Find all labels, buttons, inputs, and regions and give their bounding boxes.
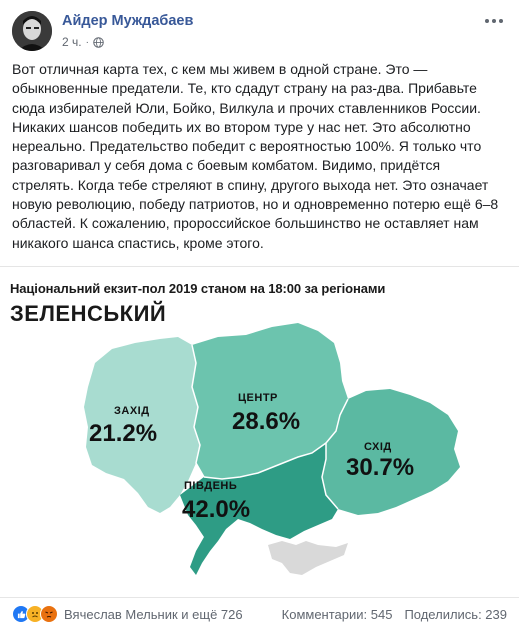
infographic-title: Національний екзит-пол 2019 станом на 18… [10, 281, 386, 296]
avatar[interactable] [12, 11, 52, 51]
label-south-name: ПІВДЕНЬ [184, 480, 237, 492]
engagement-counts: Комментарии: 545 Поделились: 239 [282, 607, 507, 622]
post-time[interactable]: 2 ч. [62, 35, 82, 49]
post-text-line: никакого шанса спастись, кроме этого. [12, 234, 264, 251]
label-west-name: ЗАХІД [114, 405, 150, 417]
avatar-image [12, 11, 52, 51]
more-horizontal-icon [485, 19, 489, 23]
label-centre-value: 28.6% [232, 408, 300, 435]
region-west [84, 337, 200, 513]
post-text-line: сюда избирателей Юли, Бойко, Вилкула и п… [12, 99, 481, 116]
label-centre-name: ЦЕНТР [238, 392, 278, 404]
post-text-line: Никаких шансов победить их во втором тур… [12, 118, 471, 135]
author-name[interactable]: Айдер Муждабаев [62, 13, 194, 29]
post-text-line: новую революцию, победу патриотов, но и … [12, 196, 499, 213]
ukraine-region-map: ЗАХІД 21.2% ЦЕНТР 28.6% СХІД 30.7% ПІВДЕ… [84, 323, 460, 575]
label-west-value: 21.2% [89, 420, 157, 447]
post-footer: Вячеслав Мельник и ещё 726 Комментарии: … [0, 597, 519, 634]
more-dot [499, 19, 503, 23]
region-crimea [268, 541, 348, 575]
meta-separator: · [85, 36, 89, 48]
post-header: Айдер Муждабаев 2 ч. · [0, 0, 519, 56]
label-south-value: 42.0% [182, 496, 250, 523]
reactions-text[interactable]: Вячеслав Мельник и ещё 726 [64, 606, 243, 622]
label-east-name: СХІД [364, 441, 392, 453]
more-dot [492, 19, 496, 23]
post-text-line: обыкновенные предатели. Те, кто сдадут с… [12, 80, 477, 97]
post-text-line: разговаривал у себя дома с боевым комбат… [12, 157, 441, 174]
region-borders [191, 344, 349, 510]
globe-icon[interactable] [93, 36, 104, 48]
post-text-line: стрелять. Когда тебе стреляют в спину, д… [12, 176, 489, 193]
label-east-value: 30.7% [346, 454, 414, 481]
angry-icon [40, 605, 58, 623]
region-centre [192, 323, 348, 479]
comments-count[interactable]: Комментарии: 545 [281, 607, 393, 622]
region-south [180, 443, 338, 575]
post-image-infographic[interactable]: ЗАХІД 21.2% ЦЕНТР 28.6% СХІД 30.7% ПІВДЕ… [0, 266, 519, 591]
post-meta: 2 ч. · [62, 35, 104, 49]
post-text: Вот отличная карта тех, с кем мы живем в… [12, 60, 508, 253]
more-options-button[interactable] [483, 14, 505, 28]
post-text-line: Вот отличная карта тех, с кем мы живем в… [12, 61, 428, 77]
reactions-summary[interactable]: Вячеслав Мельник и ещё 726 [12, 605, 243, 623]
region-east [322, 389, 460, 515]
shares-count[interactable]: Поделились: 239 [404, 607, 507, 622]
post-text-line: областей. К сожалению, пророссийское бол… [12, 215, 479, 232]
infographic-candidate: ЗЕЛЕНСЬКИЙ [10, 301, 167, 326]
post-text-line: нереально. Предательство победит с вероя… [12, 138, 482, 155]
